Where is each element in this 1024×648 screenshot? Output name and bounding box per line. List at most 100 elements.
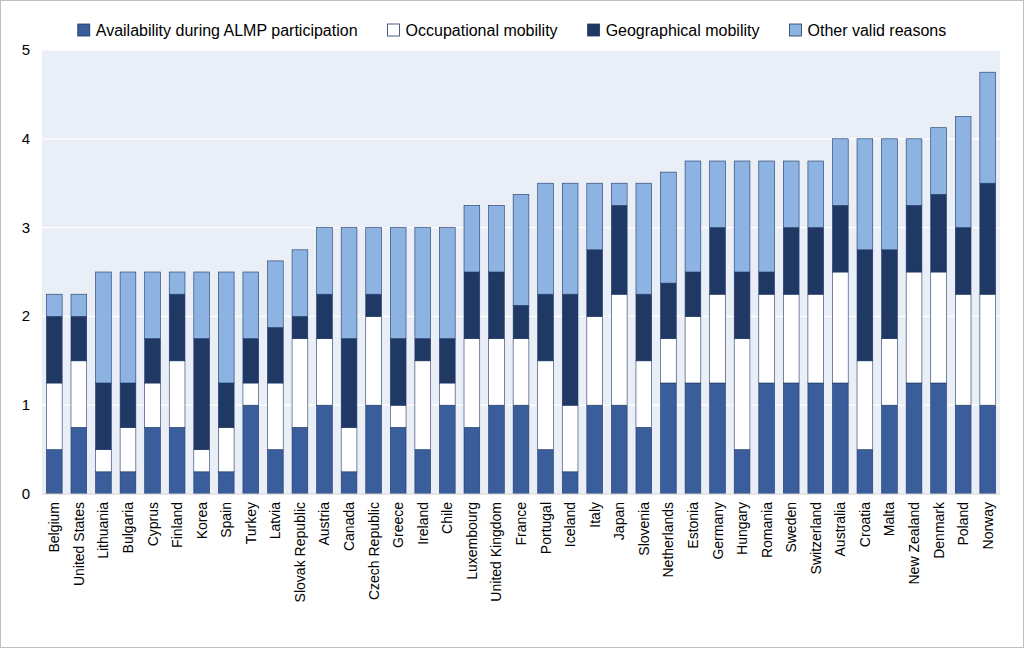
- bar-segment: [710, 161, 726, 228]
- bar-segment: [562, 183, 578, 294]
- bar-segment: [218, 272, 234, 383]
- x-tick-label: Croatia: [857, 502, 873, 547]
- legend-label: Occupational mobility: [406, 22, 558, 39]
- bar-segment: [857, 139, 873, 250]
- bar-segment: [292, 316, 308, 338]
- bar-segment: [218, 472, 234, 494]
- x-tick-label: Portugal: [538, 502, 554, 554]
- bar-segment: [661, 283, 677, 339]
- bar-segment: [366, 228, 382, 295]
- bar-segment: [611, 405, 627, 494]
- bar-segment: [415, 228, 431, 339]
- bar-segment: [611, 294, 627, 405]
- legend-label: Other valid reasons: [807, 22, 946, 39]
- x-tick-label: Germany: [710, 502, 726, 560]
- x-tick-label: Estonia: [685, 502, 701, 549]
- bar-segment: [661, 172, 677, 283]
- grid-line: [42, 138, 1000, 139]
- y-tick-label: 2: [22, 307, 30, 324]
- x-tick-label: Turkey: [243, 502, 259, 544]
- bar-segment: [415, 339, 431, 361]
- bar-segment: [439, 339, 455, 383]
- bar-segment: [636, 361, 652, 428]
- bar-segment: [538, 294, 554, 361]
- bar-segment: [587, 183, 603, 250]
- bar-segment: [169, 294, 185, 361]
- x-tick-label: Netherlands: [660, 502, 676, 578]
- bar-segment: [783, 161, 799, 228]
- legend-swatch: [388, 24, 400, 36]
- plot-area: [42, 50, 1000, 494]
- bar-segment: [96, 450, 112, 472]
- x-tick-label: Spain: [218, 502, 234, 538]
- bar-segment: [832, 139, 848, 206]
- bar-segment: [857, 450, 873, 494]
- bar-segment: [267, 383, 283, 450]
- x-tick-label: Bulgaria: [120, 502, 136, 554]
- bar-segment: [857, 250, 873, 361]
- x-tick-label: Korea: [194, 502, 210, 540]
- bar-segment: [611, 205, 627, 294]
- bar-segment: [96, 383, 112, 450]
- bar-segment: [759, 294, 775, 383]
- bar-segment: [759, 272, 775, 294]
- x-tick-label: Latvia: [267, 502, 283, 540]
- bar-segment: [710, 228, 726, 295]
- bar-segment: [734, 161, 750, 272]
- bar-segment: [194, 339, 210, 450]
- legend: Availability during ALMP participationOc…: [78, 22, 946, 39]
- x-tick-label: Greece: [390, 502, 406, 548]
- x-tick-label: United States: [71, 502, 87, 586]
- legend-label: Geographical mobility: [606, 22, 760, 39]
- bar-segment: [636, 427, 652, 494]
- bar-segment: [955, 228, 971, 295]
- bar-segment: [931, 272, 947, 383]
- x-tick-label: Poland: [955, 502, 971, 546]
- bar-segment: [390, 339, 406, 406]
- bar-segment: [71, 361, 87, 428]
- bar-segment: [390, 427, 406, 494]
- bar-segment: [194, 272, 210, 339]
- bar-segment: [562, 294, 578, 405]
- bar-segment: [341, 427, 357, 471]
- bar-segment: [832, 205, 848, 272]
- bar-segment: [513, 405, 529, 494]
- bar-segment: [931, 383, 947, 494]
- x-tick-label: Hungary: [734, 502, 750, 555]
- bar-segment: [243, 405, 259, 494]
- chart: 012345BelgiumUnited StatesLithuaniaBulga…: [0, 0, 1024, 648]
- legend-swatch: [588, 24, 600, 36]
- bar-segment: [366, 316, 382, 405]
- bar-segment: [243, 272, 259, 339]
- y-tick-label: 5: [22, 41, 30, 58]
- x-tick-label: Lithuania: [95, 502, 111, 559]
- bar-segment: [734, 272, 750, 339]
- bar-segment: [145, 383, 161, 427]
- bar-segment: [980, 405, 996, 494]
- y-tick-label: 4: [22, 130, 30, 147]
- x-tick-label: Ireland: [415, 502, 431, 545]
- bar-segment: [980, 294, 996, 405]
- bar-segment: [267, 450, 283, 494]
- bar-segment: [685, 316, 701, 383]
- bar-segment: [267, 261, 283, 328]
- bar-segment: [390, 228, 406, 339]
- bar-segment: [194, 472, 210, 494]
- bar-segment: [243, 383, 259, 405]
- bar-segment: [317, 405, 333, 494]
- bar-segment: [513, 194, 529, 305]
- bar-segment: [808, 228, 824, 295]
- grid-line: [42, 493, 1000, 494]
- bar-segment: [341, 228, 357, 339]
- bar-segment: [661, 339, 677, 383]
- x-tick-label: Canada: [341, 502, 357, 551]
- legend-swatch: [789, 24, 801, 36]
- bar-segment: [317, 294, 333, 338]
- bar-segment: [710, 383, 726, 494]
- bar-segment: [464, 427, 480, 494]
- bar-segment: [96, 472, 112, 494]
- bar-segment: [96, 272, 112, 383]
- bar-segment: [562, 472, 578, 494]
- x-tick-label: Finland: [169, 502, 185, 548]
- bar-segment: [710, 294, 726, 383]
